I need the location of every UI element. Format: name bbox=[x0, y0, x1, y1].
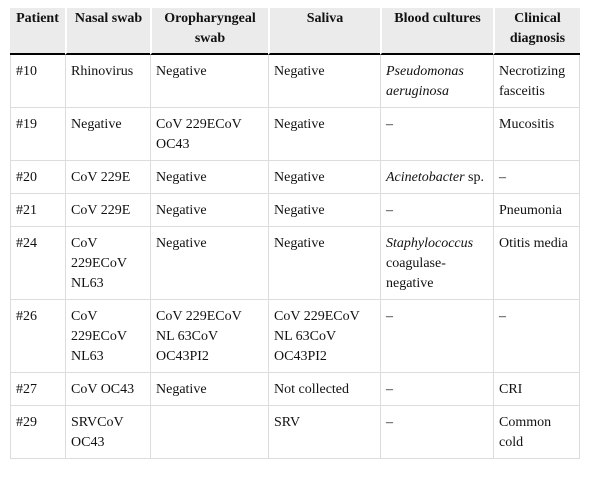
header-cell: Saliva bbox=[268, 8, 380, 55]
results-table: Patient Nasal swab Oropharyngeal swab Saliv… bbox=[10, 8, 580, 459]
table-cell: CoV OC43 bbox=[65, 373, 150, 406]
table-cell: SRV bbox=[268, 406, 380, 459]
table-row: #26 CoV 229ECoV NL63 CoV 229ECoV NL 63CoV … bbox=[10, 300, 580, 373]
table-row: #19 Negative CoV 229ECoV OC43 Negative – Muco… bbox=[10, 108, 580, 161]
table-cell: – bbox=[380, 300, 493, 373]
header-cell: Patient bbox=[10, 8, 65, 55]
table-cell: Mucositis bbox=[493, 108, 580, 161]
header-cell: Clinical diagnosis bbox=[493, 8, 580, 55]
table-cell: CoV 229ECoV NL 63CoV OC43PI2 bbox=[150, 300, 268, 373]
table-row: #29 SRVCoV OC43 SRV – Common cold bbox=[10, 406, 580, 459]
italic-text: Acinetobacter bbox=[386, 170, 465, 185]
table-cell: #19 bbox=[10, 108, 65, 161]
table-cell: CoV 229ECoV OC43 bbox=[150, 108, 268, 161]
header-cell: Blood cultures bbox=[380, 8, 493, 55]
header-cell: Nasal swab bbox=[65, 8, 150, 55]
table-row: #20 CoV 229E Negative Negative Acinetobacter… bbox=[10, 161, 580, 194]
table-cell: Negative bbox=[150, 55, 268, 108]
table-cell: #20 bbox=[10, 161, 65, 194]
table-cell: Necrotizing fasceitis bbox=[493, 55, 580, 108]
cell-text: sp. bbox=[468, 170, 484, 185]
table-cell bbox=[150, 406, 268, 459]
table-row: #24 CoV 229ECoV NL63 Negative Negative Staph… bbox=[10, 227, 580, 300]
table-cell: – bbox=[380, 406, 493, 459]
table-cell: – bbox=[380, 194, 493, 227]
italic-text: Pseudomonas aeruginosa bbox=[386, 64, 464, 99]
header-row: Patient Nasal swab Oropharyngeal swab Saliv… bbox=[10, 8, 580, 55]
table-row: #27 CoV OC43 Negative Not collected – CRI bbox=[10, 373, 580, 406]
table-cell: Pseudomonas aeruginosa bbox=[380, 55, 493, 108]
table-cell: Negative bbox=[150, 227, 268, 300]
table-cell: CoV 229E bbox=[65, 194, 150, 227]
table-cell: Negative bbox=[150, 373, 268, 406]
table-cell: – bbox=[380, 108, 493, 161]
table-cell: Negative bbox=[268, 108, 380, 161]
table-cell: – bbox=[493, 161, 580, 194]
table-cell: Negative bbox=[150, 194, 268, 227]
table-cell: CoV 229E bbox=[65, 161, 150, 194]
table-cell: #10 bbox=[10, 55, 65, 108]
table-cell: – bbox=[493, 300, 580, 373]
table-cell: Common cold bbox=[493, 406, 580, 459]
table-cell: Negative bbox=[268, 227, 380, 300]
table-cell: #26 bbox=[10, 300, 65, 373]
table-cell: SRVCoV OC43 bbox=[65, 406, 150, 459]
header-cell: Oropharyngeal swab bbox=[150, 8, 268, 55]
table-row: #10 Rhinovirus Negative Negative Pseudomonas… bbox=[10, 55, 580, 108]
table-cell: Acinetobacter sp. bbox=[380, 161, 493, 194]
table-cell: #24 bbox=[10, 227, 65, 300]
table-cell: Staphylococcus coagulase-negative bbox=[380, 227, 493, 300]
table-cell: CoV 229ECoV NL63 bbox=[65, 227, 150, 300]
cell-text: coagulase-negative bbox=[386, 256, 446, 291]
table-cell: Negative bbox=[268, 161, 380, 194]
table-cell: #21 bbox=[10, 194, 65, 227]
table-cell: CRI bbox=[493, 373, 580, 406]
table-cell: Negative bbox=[268, 194, 380, 227]
table-cell: Negative bbox=[65, 108, 150, 161]
table-cell: Negative bbox=[150, 161, 268, 194]
table-cell: Not collected bbox=[268, 373, 380, 406]
table-cell: Negative bbox=[268, 55, 380, 108]
table-cell: CoV 229ECoV NL63 bbox=[65, 300, 150, 373]
table-cell: – bbox=[380, 373, 493, 406]
table-row: #21 CoV 229E Negative Negative – Pneumonia bbox=[10, 194, 580, 227]
table-cell: #27 bbox=[10, 373, 65, 406]
italic-text: Staphylococcus bbox=[386, 236, 474, 251]
table-cell: #29 bbox=[10, 406, 65, 459]
table-cell: Rhinovirus bbox=[65, 55, 150, 108]
table-body: #10 Rhinovirus Negative Negative Pseudomonas… bbox=[10, 55, 580, 459]
table-cell: CoV 229ECoV NL 63CoV OC43PI2 bbox=[268, 300, 380, 373]
table-cell: Otitis media bbox=[493, 227, 580, 300]
table-cell: Pneumonia bbox=[493, 194, 580, 227]
